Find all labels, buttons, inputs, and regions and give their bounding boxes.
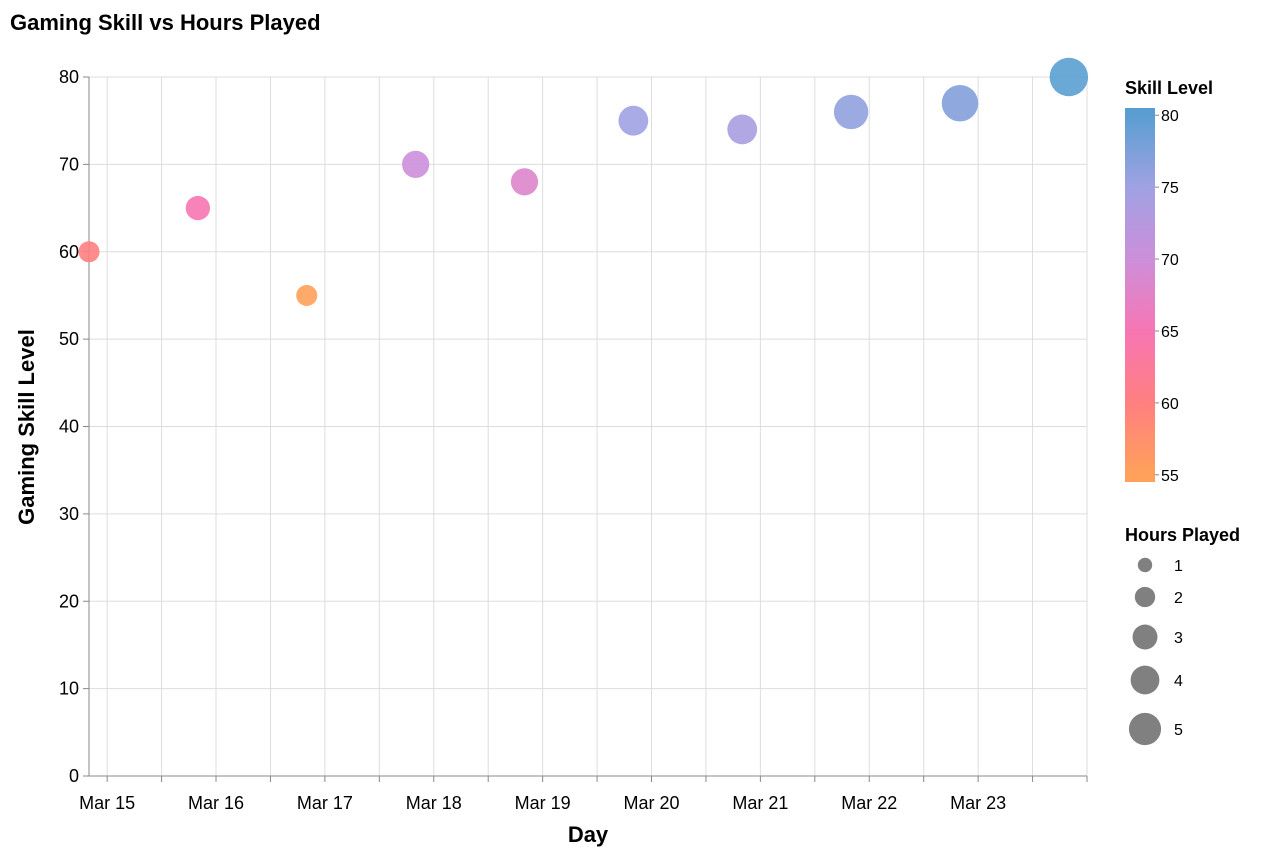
data-point — [296, 284, 318, 306]
axes: 0 10 20 30 40 50 60 70 80 Mar 15 Mar 16 Mar 17 Mar 1… — [59, 67, 1088, 813]
data-point — [510, 168, 539, 196]
color-legend-label: 80 — [1161, 108, 1179, 125]
x-axis-title: Day — [568, 822, 609, 847]
color-legend-label: 55 — [1161, 468, 1179, 485]
size-legend-label: 1 — [1174, 558, 1183, 575]
y-tick-label: 10 — [59, 679, 79, 699]
x-tick-label: Mar 18 — [406, 793, 462, 813]
data-point — [941, 84, 979, 122]
size-legend-label: 2 — [1174, 590, 1183, 607]
size-legend: Hours Played 1 2 3 4 5 — [1125, 525, 1240, 746]
data-point — [727, 114, 758, 145]
size-legend-symbol — [1128, 712, 1162, 746]
size-legend-symbol — [1132, 624, 1158, 650]
color-legend-label: 60 — [1161, 396, 1179, 413]
data-points — [78, 57, 1089, 306]
x-tick-label: Mar 22 — [841, 793, 897, 813]
y-tick-label: 80 — [59, 67, 79, 87]
y-axis-title: Gaming Skill Level — [14, 329, 39, 525]
size-legend-label: 3 — [1174, 630, 1183, 647]
y-tick-label: 50 — [59, 329, 79, 349]
x-tick-label: Mar 19 — [515, 793, 571, 813]
data-point — [402, 150, 430, 178]
size-legend-symbol — [1130, 665, 1160, 695]
x-tick-label: Mar 17 — [297, 793, 353, 813]
size-legend-label: 5 — [1174, 722, 1183, 739]
data-point — [185, 195, 211, 221]
data-point — [1049, 57, 1089, 97]
data-point — [618, 105, 649, 136]
color-legend-title: Skill Level — [1125, 78, 1213, 98]
color-legend-label: 70 — [1161, 252, 1179, 269]
x-tick-label: Mar 21 — [732, 793, 788, 813]
y-tick-label: 40 — [59, 417, 79, 437]
size-legend-symbol — [1137, 557, 1153, 573]
y-tick-label: 30 — [59, 504, 79, 524]
data-point — [78, 241, 100, 263]
y-tick-label: 60 — [59, 242, 79, 262]
color-legend: Skill Level 80 75 70 65 60 55 — [1125, 78, 1213, 485]
y-tick-label: 0 — [69, 766, 79, 786]
x-tick-label: Mar 15 — [79, 793, 135, 813]
grid — [89, 76, 1088, 777]
color-legend-gradient-bar — [1125, 108, 1155, 482]
data-point — [833, 94, 869, 130]
x-tick-label: Mar 16 — [188, 793, 244, 813]
y-tick-label: 70 — [59, 154, 79, 174]
chart-title: Gaming Skill vs Hours Played — [10, 10, 321, 35]
color-legend-label: 65 — [1161, 324, 1179, 341]
size-legend-label: 4 — [1174, 673, 1183, 690]
y-tick-label: 20 — [59, 591, 79, 611]
x-tick-label: Mar 20 — [623, 793, 679, 813]
x-tick-label: Mar 23 — [950, 793, 1006, 813]
color-legend-label: 75 — [1161, 180, 1179, 197]
size-legend-title: Hours Played — [1125, 525, 1240, 545]
size-legend-symbol — [1134, 586, 1156, 608]
